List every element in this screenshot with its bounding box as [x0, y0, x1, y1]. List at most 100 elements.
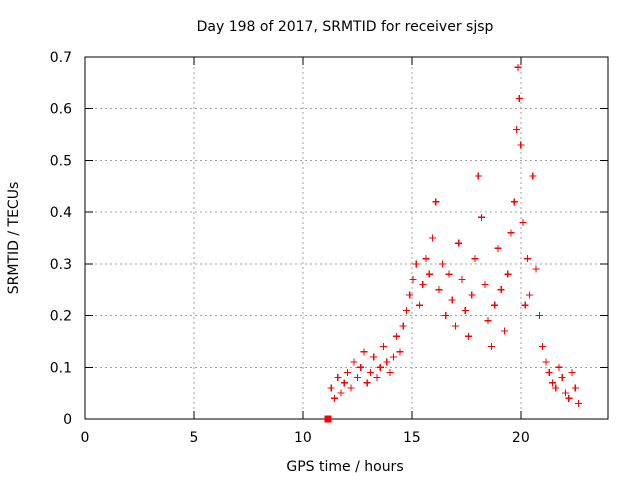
- data-point: [334, 374, 342, 382]
- data-point: [465, 332, 473, 340]
- data-point: [337, 389, 345, 397]
- x-tick-label: 0: [81, 430, 90, 446]
- y-tick-label: 0: [63, 412, 72, 428]
- data-point: [412, 260, 420, 268]
- data-points-layer: [324, 63, 583, 423]
- data-point: [376, 363, 384, 371]
- data-point: [461, 306, 469, 314]
- data-point: [432, 198, 440, 206]
- data-point: [366, 368, 374, 376]
- data-point: [545, 368, 553, 376]
- data-point: [517, 141, 525, 149]
- y-tick-label: 0.1: [50, 360, 72, 376]
- x-tick-label: 15: [403, 430, 421, 446]
- x-tick-label: 10: [294, 430, 312, 446]
- data-point: [380, 343, 388, 351]
- data-point: [471, 255, 479, 263]
- data-point: [478, 213, 486, 221]
- data-point: [468, 291, 476, 299]
- data-point: [363, 379, 371, 387]
- data-point: [396, 348, 404, 356]
- data-point: [494, 244, 502, 252]
- data-point: [487, 343, 495, 351]
- data-point: [370, 353, 378, 361]
- axis-layer: [84, 56, 609, 420]
- data-point: [491, 301, 499, 309]
- data-point: [344, 368, 352, 376]
- data-point: [435, 286, 443, 294]
- data-point: [347, 384, 355, 392]
- data-point: [350, 358, 358, 366]
- x-tick-label: 20: [512, 430, 530, 446]
- data-point: [419, 281, 427, 289]
- data-point: [514, 63, 522, 71]
- data-point: [340, 379, 348, 387]
- data-point: [539, 343, 547, 351]
- data-point: [393, 332, 401, 340]
- data-point: [383, 358, 391, 366]
- data-point: [521, 301, 529, 309]
- data-point: [353, 374, 361, 382]
- data-point: [474, 172, 482, 180]
- y-tick-label: 0.3: [50, 257, 72, 273]
- data-point: [565, 394, 573, 402]
- data-point: [575, 399, 583, 407]
- data-point: [558, 374, 566, 382]
- data-point: [512, 125, 520, 133]
- data-point: [504, 270, 512, 278]
- data-point: [429, 234, 437, 242]
- y-tick-label: 0.7: [50, 50, 72, 66]
- data-point: [523, 255, 531, 263]
- data-point: [409, 275, 417, 283]
- data-point: [416, 301, 424, 309]
- data-point: [451, 322, 459, 330]
- y-axis-label: SRMTID / TECUs: [6, 182, 22, 295]
- data-point: [458, 275, 466, 283]
- data-point: [562, 389, 570, 397]
- data-point: [542, 358, 550, 366]
- data-point: [481, 281, 489, 289]
- data-point: [507, 229, 515, 237]
- data-point: [526, 291, 534, 299]
- data-point: [484, 317, 492, 325]
- data-point: [389, 353, 397, 361]
- y-tick-label: 0.2: [50, 309, 72, 325]
- data-point: [448, 296, 456, 304]
- data-point: [331, 394, 339, 402]
- y-tick-label: 0.5: [50, 153, 72, 169]
- x-tick-label: 5: [189, 430, 198, 446]
- y-tick-label: 0.4: [50, 205, 72, 221]
- data-point: [373, 374, 381, 382]
- data-point: [386, 368, 394, 376]
- data-point: [422, 255, 430, 263]
- data-point: [529, 172, 537, 180]
- data-point: [515, 94, 523, 102]
- data-point: [324, 415, 332, 423]
- data-point: [406, 291, 414, 299]
- data-point: [555, 363, 563, 371]
- data-point: [532, 265, 540, 273]
- data-point: [445, 270, 453, 278]
- data-point: [442, 312, 450, 320]
- data-point: [510, 198, 518, 206]
- data-point: [360, 348, 368, 356]
- data-point: [500, 327, 508, 335]
- data-point: [552, 384, 560, 392]
- data-point: [548, 379, 556, 387]
- plot-frame: [84, 56, 609, 420]
- data-point: [438, 260, 446, 268]
- data-point: [402, 306, 410, 314]
- data-point: [455, 239, 463, 247]
- x-axis-label: GPS time / hours: [286, 459, 403, 475]
- data-point: [497, 286, 505, 294]
- chart-title: Day 198 of 2017, SRMTID for receiver sjs…: [197, 19, 494, 35]
- data-point: [535, 312, 543, 320]
- data-point: [425, 270, 433, 278]
- tick-label-layer: 0 5 10 15 20 0 0.1 0.2 0.3 0.4 0.5 0.6 0.7: [50, 50, 530, 446]
- y-tick-label: 0.6: [50, 102, 72, 118]
- data-point: [399, 322, 407, 330]
- data-point: [519, 218, 527, 226]
